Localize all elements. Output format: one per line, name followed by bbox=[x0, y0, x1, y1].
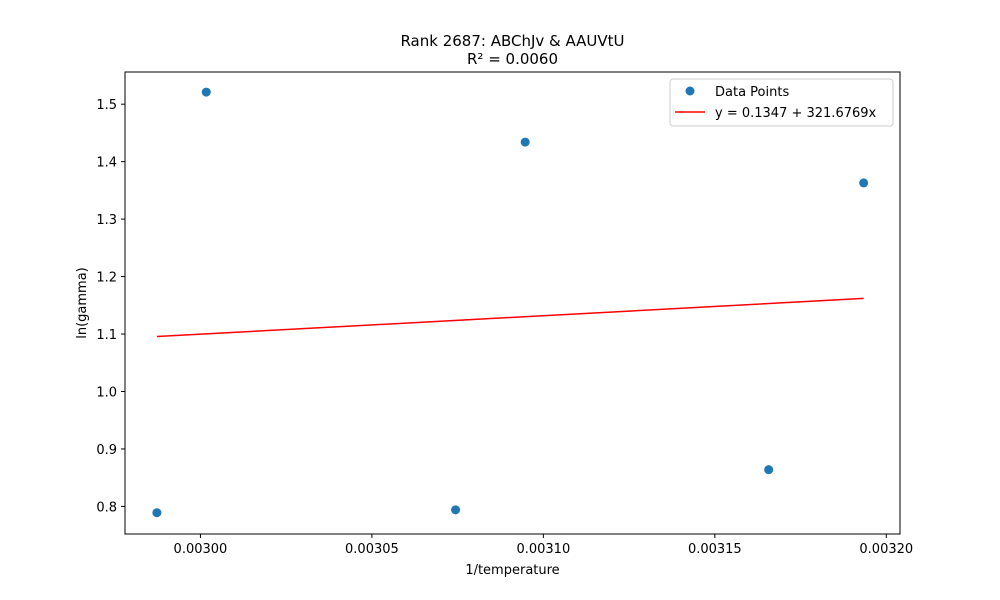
legend-label-fit-line: y = 0.1347 + 321.6769x bbox=[715, 106, 877, 121]
y-tick-label: 0.8 bbox=[96, 500, 117, 515]
x-tick-label: 0.00315 bbox=[688, 542, 742, 557]
x-axis-label: 1/temperature bbox=[465, 563, 559, 578]
data-point bbox=[520, 137, 530, 147]
x-tick-label: 0.00300 bbox=[174, 542, 228, 557]
y-tick-label: 1.0 bbox=[96, 385, 117, 400]
legend-marker-data-points bbox=[685, 86, 695, 96]
y-tick-label: 1.4 bbox=[96, 156, 117, 171]
legend: Data Points y = 0.1347 + 321.6769x bbox=[669, 78, 894, 127]
chart-subtitle: R² = 0.0060 bbox=[467, 50, 558, 68]
data-point bbox=[764, 465, 774, 475]
data-point bbox=[859, 178, 869, 188]
y-tick-label: 1.3 bbox=[96, 213, 117, 228]
fit-line bbox=[156, 297, 864, 338]
legend-label-data-points: Data Points bbox=[715, 85, 789, 100]
x-tick-label: 0.00305 bbox=[345, 542, 399, 557]
x-tick-label: 0.00310 bbox=[516, 542, 570, 557]
chart-title: Rank 2687: ABChJv & AAUVtU bbox=[400, 32, 624, 50]
x-axis: 0.00300 0.00305 0.00310 0.00315 0.00320 bbox=[174, 534, 913, 557]
data-point bbox=[451, 505, 461, 515]
y-tick-label: 1.5 bbox=[96, 98, 117, 113]
legend-box bbox=[669, 78, 894, 127]
x-tick-label: 0.00320 bbox=[859, 542, 913, 557]
plot-area bbox=[152, 87, 869, 518]
y-axis-label: ln(gamma) bbox=[75, 267, 90, 339]
y-axis: 0.8 0.9 1.0 1.1 1.2 1.3 1.4 1.5 bbox=[96, 98, 125, 515]
data-point bbox=[201, 87, 211, 97]
data-point bbox=[152, 508, 162, 518]
y-tick-label: 1.1 bbox=[96, 328, 117, 343]
plot-frame bbox=[124, 71, 901, 535]
y-tick-label: 1.2 bbox=[96, 271, 117, 286]
y-tick-label: 0.9 bbox=[96, 443, 117, 458]
